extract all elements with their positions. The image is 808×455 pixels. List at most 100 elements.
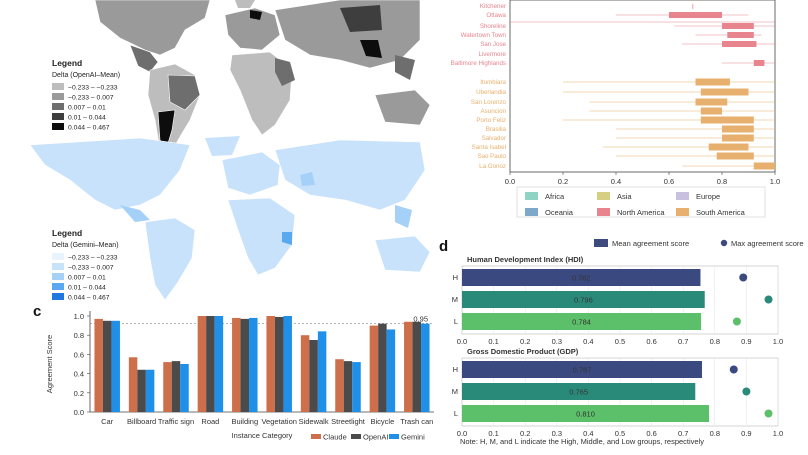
box-iqr [700,88,749,96]
map-gemini-greenland [205,136,240,156]
x-tick-label: 1.0 [773,337,783,346]
bar-gemini [386,329,396,412]
bar-mean [462,269,701,286]
x-tick-label: 0.3 [552,429,562,438]
bar-claude [335,359,344,412]
x-tick-label: 0.8 [717,177,727,186]
legend-label: Africa [545,192,565,201]
x-tick-label: Sidewalk [299,417,329,426]
legend-label: Asia [617,192,632,201]
x-tick-label: Building [231,417,258,426]
map-openai-north-america [94,0,211,56]
bar-claude [369,325,379,412]
x-axis-label: Instance Category [232,431,293,440]
panel-d: d Mean agreement score Max agreement score… [439,238,804,446]
map-gemini-south-america [144,217,196,301]
city-label: Asuncion [481,108,507,115]
legend-label: South America [696,208,746,217]
bar-claude [300,335,310,412]
legend-swatch [52,283,64,290]
x-tick-label: 0.5 [615,337,625,346]
group-title: Human Development Index (HDI) [467,255,584,264]
map-openai-europe-dark [250,10,262,20]
bar-mean [462,291,705,308]
bar-gemini [145,369,155,412]
box-iqr [722,134,754,142]
max-point [764,409,773,418]
y-tick-label: M [452,387,458,396]
box-iqr [700,116,754,124]
x-tick-label: 0.6 [664,177,674,186]
bar-openai [412,321,422,412]
bar-gemini [352,362,361,412]
x-tick-label: 0.8 [710,429,720,438]
x-tick-label: 1.0 [770,177,780,186]
bar-mean [462,361,702,378]
panel-b-frame [509,0,776,173]
box-iqr [722,125,754,133]
bar-openai [102,320,112,412]
legend-item-label: −0.233 – −0.233 [68,255,118,262]
city-label: San Jose [480,41,506,48]
legend-label: Oceania [545,208,574,217]
x-tick-label: 0.8 [710,337,720,346]
city-label: Salvador [482,135,506,142]
legend-swatch [52,103,64,110]
legend-item-label: −0.233 – 0.007 [68,95,114,102]
legend-swatch [52,113,64,120]
legend-swatch [525,192,538,200]
map-gemini-sea [395,205,412,228]
note: Note: H, M, and L indicate the High, Mid… [460,437,704,446]
x-tick-label: 0.1 [488,337,498,346]
box-iqr [753,60,765,66]
legend-swatch-mean [594,239,608,247]
map-openai-sea [395,55,415,80]
x-tick-label: 0.0 [505,177,515,186]
bar-claude [94,318,103,412]
bar-claude [404,321,413,412]
x-tick-label: Road [201,417,219,426]
map-openai-india [360,40,382,58]
x-tick-label: Billboard [127,417,156,426]
bar-mean [462,383,696,400]
map-gemini-asia-hi [300,172,315,186]
legend-openai: Legend Delta (OpenAI–Mean) −0.233 – −0.233… [52,58,120,132]
max-point [729,365,738,374]
box-iqr [722,23,754,29]
bar-value-label: 0.784 [572,318,591,327]
bar-openai [343,361,353,412]
city-label: Kitchener [480,3,506,10]
bar-openai [171,361,181,412]
y-tick-label: 0.4 [74,370,84,379]
bar-value-label: 0.796 [574,296,593,305]
y-tick-label: M [452,295,458,304]
legend-label: Mean agreement score [612,239,689,248]
legend-swatch [52,83,64,90]
legend-label: OpenAI [363,433,388,442]
panel-c: c 0.0 0.2 0.4 0.6 0.8 1.0 Agreement Score Instan… [33,303,434,442]
x-tick-label: Trash can [400,417,433,426]
legend-swatch [525,208,538,216]
city-label: San Lorenzo [471,99,507,106]
legend-swatch [52,253,64,260]
x-tick-label: 0.4 [583,337,593,346]
legend-item-label: −0.233 – 0.007 [68,265,114,272]
legend-swatch [311,434,321,439]
box-iqr [753,162,775,170]
panel-letter: d [439,238,448,255]
x-tick-label: Vegetation [261,417,296,426]
legend-swatch [52,123,64,130]
bar-claude [232,317,241,412]
city-label: Itumbiara [480,79,506,86]
legend-item-label: 0.044 – 0.467 [68,125,110,132]
map-openai [94,0,431,161]
y-tick-label: H [453,365,458,374]
y-tick-label: L [454,409,458,418]
city-label: Santa Isabel [472,144,506,151]
legend-label: Claude [323,433,347,442]
legend-title: Legend [52,228,82,238]
legend-item-label: 0.007 – 0.01 [68,275,106,282]
legend-label: Gemini [401,433,425,442]
bar-openai [274,316,284,412]
